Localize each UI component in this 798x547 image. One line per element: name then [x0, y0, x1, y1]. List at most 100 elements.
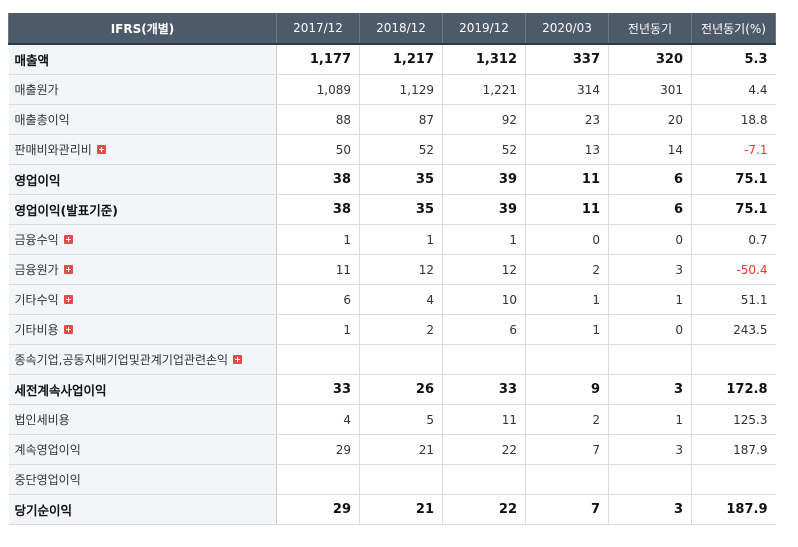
table-row: 종속기업,공동지배기업및관계기업관련손익: [8, 344, 776, 375]
table-row: 법인세비용 4 5 11 2 1 125.3: [8, 404, 776, 435]
header-col-prior-period: 전년동기: [608, 13, 692, 45]
value-cell: 1: [608, 404, 692, 435]
value-cell: 6: [608, 164, 692, 195]
value-cell: 320: [608, 44, 692, 75]
value-cell: 243.5: [691, 314, 776, 345]
value-cell: 21: [359, 494, 443, 525]
value-cell: 11: [442, 404, 526, 435]
value-cell: 172.8: [691, 374, 776, 405]
value-cell: 2: [525, 254, 609, 285]
value-cell: 29: [276, 434, 360, 465]
row-label: 당기순이익: [14, 503, 73, 518]
value-cell: [691, 344, 776, 375]
value-cell: 38: [276, 194, 360, 225]
value-cell: 33: [276, 374, 360, 405]
value-cell: 314: [525, 74, 609, 105]
value-cell: [276, 344, 360, 375]
value-cell: 3: [608, 374, 692, 405]
value-cell: 0: [608, 314, 692, 345]
value-cell: 187.9: [691, 494, 776, 525]
table-row: 중단영업이익: [8, 464, 776, 495]
value-cell: 7: [525, 494, 609, 525]
row-label: 매출액: [14, 53, 50, 68]
expand-plus-icon[interactable]: [233, 355, 243, 364]
table-row: 세전계속사업이익 33 26 33 9 3 172.8: [8, 374, 776, 405]
value-cell: 337: [525, 44, 609, 75]
value-cell: [359, 344, 443, 375]
value-cell: 39: [442, 164, 526, 195]
row-label: 영업이익: [14, 173, 61, 188]
row-label: 금융수익: [14, 233, 59, 247]
header-col-2017: 2017/12: [276, 13, 360, 45]
row-label: 법인세비용: [14, 413, 70, 427]
value-cell: 23: [525, 104, 609, 135]
value-cell: 22: [442, 494, 526, 525]
value-cell: 3: [608, 434, 692, 465]
value-cell: 18.8: [691, 104, 776, 135]
row-label-cell: 매출액: [8, 44, 277, 75]
expand-plus-icon[interactable]: [63, 325, 73, 334]
row-label-cell: 기타수익: [8, 284, 277, 315]
value-cell: 2: [525, 404, 609, 435]
row-label-cell: 세전계속사업이익: [8, 374, 277, 405]
value-cell: 11: [525, 194, 609, 225]
value-cell: 1,312: [442, 44, 526, 75]
value-cell: 9: [525, 374, 609, 405]
row-label: 세전계속사업이익: [14, 383, 107, 398]
value-cell: [442, 344, 526, 375]
row-label-cell: 중단영업이익: [8, 464, 277, 495]
row-label: 중단영업이익: [14, 473, 81, 487]
row-label-cell: 기타비용: [8, 314, 277, 345]
value-cell: 301: [608, 74, 692, 105]
value-cell: 26: [359, 374, 443, 405]
header-col-2020q1: 2020/03: [525, 13, 609, 45]
table-row: 당기순이익 29 21 22 7 3 187.9: [8, 494, 776, 525]
value-cell: 2: [359, 314, 443, 345]
expand-plus-icon[interactable]: [63, 265, 73, 274]
value-cell: 0: [525, 224, 609, 255]
row-label-cell: 판매비와관리비: [8, 134, 277, 165]
value-cell: 14: [608, 134, 692, 165]
value-cell: [525, 464, 609, 495]
value-cell: 1,089: [276, 74, 360, 105]
value-cell: 1: [276, 314, 360, 345]
header-col-prior-period-pct: 전년동기(%): [691, 13, 776, 45]
row-label: 금융원가: [14, 263, 59, 277]
value-cell: [276, 464, 360, 495]
expand-plus-icon[interactable]: [96, 145, 106, 154]
value-cell: 1: [525, 284, 609, 315]
row-label-cell: 금융원가: [8, 254, 277, 285]
row-label-cell: 영업이익(발표기준): [8, 194, 277, 225]
value-cell: 92: [442, 104, 526, 135]
table-row: 기타비용 1 2 6 1 0 243.5: [8, 314, 776, 345]
value-cell: 51.1: [691, 284, 776, 315]
table-row: 판매비와관리비 50 52 52 13 14 -7.1: [8, 134, 776, 165]
financial-statement: IFRS(개별) 2017/12 2018/12 2019/12 2020/03…: [8, 13, 776, 525]
table-row: 매출원가 1,089 1,129 1,221 314 301 4.4: [8, 74, 776, 105]
table-row: 금융원가 11 12 12 2 3 -50.4: [8, 254, 776, 285]
row-label-cell: 종속기업,공동지배기업및관계기업관련손익: [8, 344, 277, 375]
header-col-2018: 2018/12: [359, 13, 443, 45]
value-cell: 33: [442, 374, 526, 405]
value-cell: 3: [608, 254, 692, 285]
row-label: 기타비용: [14, 323, 59, 337]
expand-plus-icon[interactable]: [63, 235, 73, 244]
value-cell: 52: [442, 134, 526, 165]
value-cell: 12: [442, 254, 526, 285]
value-cell: 0.7: [691, 224, 776, 255]
value-cell: [608, 344, 692, 375]
row-label-cell: 영업이익: [8, 164, 277, 195]
value-cell: 50: [276, 134, 360, 165]
value-cell: 35: [359, 164, 443, 195]
table-row: 매출총이익 88 87 92 23 20 18.8: [8, 104, 776, 135]
row-label-cell: 매출총이익: [8, 104, 277, 135]
value-cell: 0: [608, 224, 692, 255]
row-label: 종속기업,공동지배기업및관계기업관련손익: [14, 353, 229, 367]
expand-plus-icon[interactable]: [63, 295, 73, 304]
value-cell: 1,217: [359, 44, 443, 75]
header-col-2019: 2019/12: [442, 13, 526, 45]
row-label-cell: 법인세비용: [8, 404, 277, 435]
table-row: 기타수익 6 4 10 1 1 51.1: [8, 284, 776, 315]
value-cell: [691, 464, 776, 495]
table-row: 계속영업이익 29 21 22 7 3 187.9: [8, 434, 776, 465]
